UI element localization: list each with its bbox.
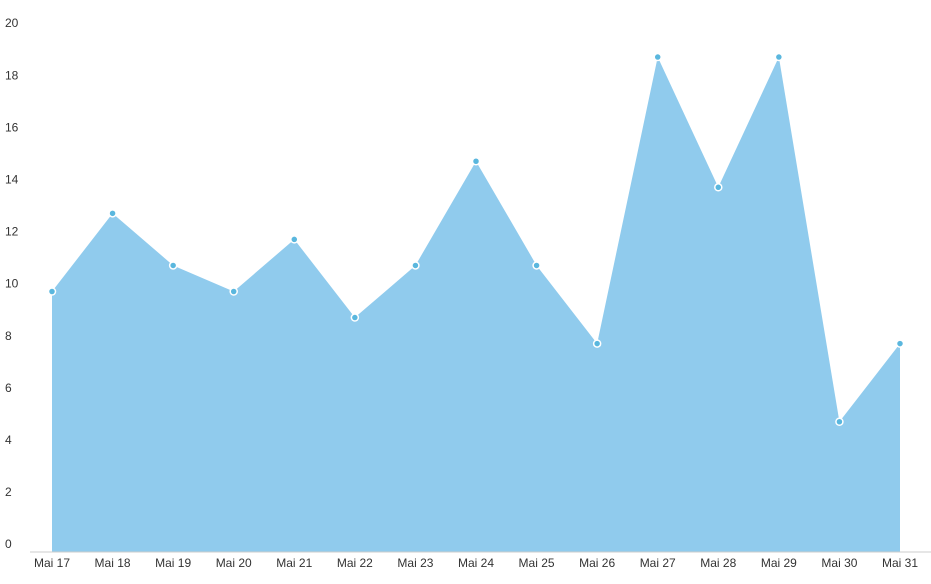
x-tick-label: Mai 26 [579, 556, 615, 570]
point [108, 209, 117, 218]
y-tick-label: 10 [5, 277, 19, 291]
point [290, 235, 299, 244]
y-tick-label: 18 [5, 68, 19, 82]
point [471, 157, 481, 166]
x-tick-label: Mai 23 [397, 556, 433, 570]
y-tick-label: 8 [5, 329, 12, 343]
y-tick-label: 14 [5, 172, 19, 186]
x-tick-label: Mai 20 [216, 556, 252, 570]
y-tick-label: 0 [5, 537, 12, 551]
x-tick-label: Mai 30 [821, 556, 857, 570]
y-tick-label: 12 [5, 225, 19, 239]
x-tick-label: Mai 17 [34, 556, 70, 570]
area [52, 57, 900, 553]
point [229, 287, 238, 296]
x-tick-label: Mai 24 [458, 556, 494, 570]
x-tick-label: Mai 21 [276, 556, 312, 570]
y-tick-label: 2 [5, 485, 12, 499]
y-tick-label: 4 [5, 433, 12, 447]
y-tick-label: 20 [5, 16, 19, 30]
point [592, 339, 602, 348]
y-tick-label: 6 [5, 381, 12, 395]
point [714, 183, 723, 192]
x-tick-label: Mai 18 [95, 556, 131, 570]
point [774, 52, 784, 62]
x-tick-label: Mai 31 [882, 556, 918, 570]
point [532, 261, 541, 270]
point [411, 261, 420, 270]
x-tick-label: Mai 25 [519, 556, 555, 570]
point [350, 313, 360, 322]
point [168, 261, 178, 270]
point [895, 339, 905, 348]
y-tick-label: 16 [5, 120, 19, 134]
x-tick-label: Mai 19 [155, 556, 191, 570]
x-tick-label: Mai 22 [337, 556, 373, 570]
point [47, 287, 57, 296]
point [653, 52, 662, 62]
point [835, 417, 844, 426]
x-tick-label: Mai 27 [640, 556, 676, 570]
x-tick-label: Mai 28 [700, 556, 736, 570]
x-tick-label: Mai 29 [761, 556, 797, 570]
